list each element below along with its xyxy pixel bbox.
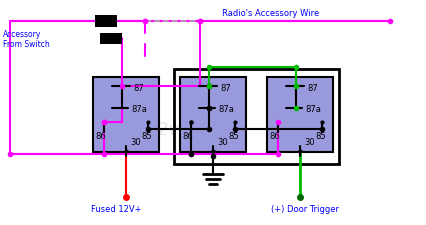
Text: 87: 87 xyxy=(133,84,144,93)
Text: Fused 12V+: Fused 12V+ xyxy=(91,205,141,214)
Text: 87: 87 xyxy=(220,84,231,93)
Text: 86: 86 xyxy=(269,132,280,141)
Text: 30: 30 xyxy=(304,138,315,147)
Text: 87: 87 xyxy=(307,84,318,93)
Text: 87a: 87a xyxy=(305,105,321,114)
Text: 87a: 87a xyxy=(131,105,147,114)
Text: Accessory
From Switch: Accessory From Switch xyxy=(3,30,50,49)
Bar xyxy=(93,78,159,152)
Bar xyxy=(174,70,339,164)
Text: (+) Door Trigger: (+) Door Trigger xyxy=(271,205,339,214)
Text: 85: 85 xyxy=(141,132,152,141)
Bar xyxy=(180,78,246,152)
Text: 30: 30 xyxy=(217,138,227,147)
Text: 30: 30 xyxy=(130,138,141,147)
Text: the12volt: the12volt xyxy=(117,120,203,138)
Text: 87a: 87a xyxy=(218,105,234,114)
Text: 86: 86 xyxy=(182,132,193,141)
Text: Radio's Accessory Wire: Radio's Accessory Wire xyxy=(222,9,319,18)
Text: 85: 85 xyxy=(228,132,239,141)
Bar xyxy=(100,34,122,45)
Bar xyxy=(267,78,333,152)
Bar xyxy=(95,16,117,28)
Text: 85: 85 xyxy=(315,132,325,141)
Text: 86: 86 xyxy=(95,132,106,141)
